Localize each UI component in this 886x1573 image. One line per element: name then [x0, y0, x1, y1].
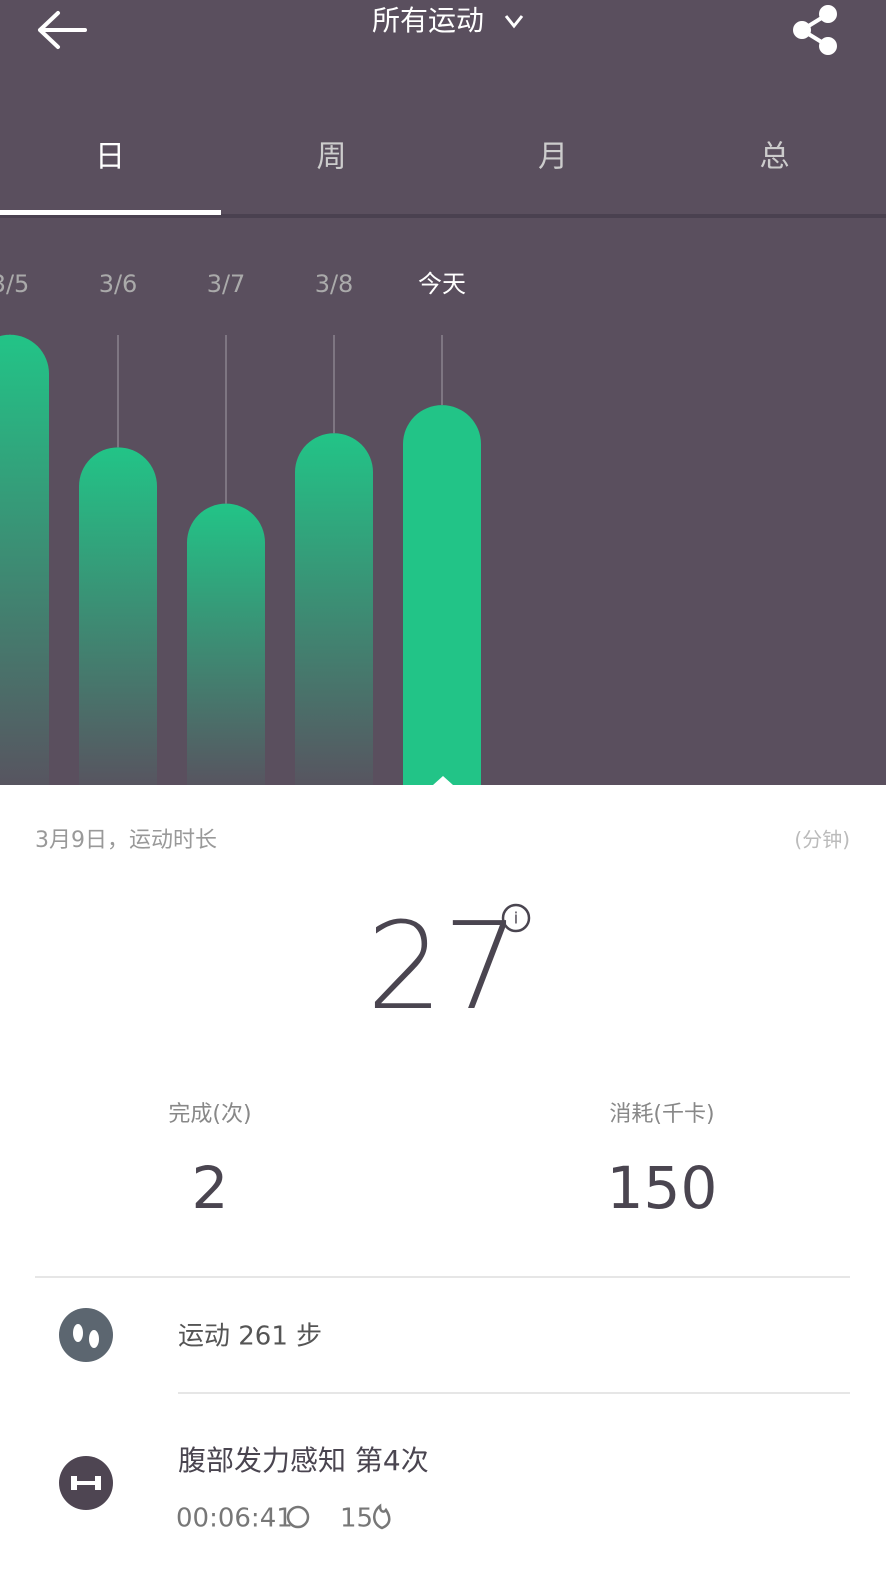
x-tick-label[interactable]: 3/5	[0, 270, 29, 298]
stat-label: 完成(次)	[168, 1102, 251, 1127]
activity-title[interactable]: 腹部发力感知 第4次	[178, 1444, 429, 1477]
back-button[interactable]	[38, 11, 87, 49]
activity-calories: 15	[340, 1504, 373, 1534]
stat-value: 2	[192, 1154, 229, 1222]
bar[interactable]	[295, 433, 373, 785]
page-title[interactable]: 所有运动	[372, 4, 484, 37]
x-tick-label[interactable]: 3/6	[99, 270, 138, 298]
activity-text[interactable]: 运动 261 步	[178, 1322, 322, 1352]
svg-text:i: i	[514, 909, 518, 928]
bar[interactable]	[0, 334, 49, 785]
fire-icon	[373, 1503, 391, 1530]
tab[interactable]: 总	[760, 140, 790, 175]
steps-icon	[59, 1308, 113, 1362]
info-icon[interactable]: i	[501, 903, 531, 933]
x-tick-label[interactable]: 今天	[418, 270, 466, 298]
tab-shadow	[0, 214, 886, 218]
tab[interactable]: 周	[317, 140, 347, 175]
stat-label: 消耗(千卡)	[609, 1102, 714, 1127]
summary-value: 27	[367, 898, 520, 1037]
bar[interactable]	[187, 503, 265, 785]
summary-unit: (分钟)	[794, 828, 850, 852]
tab-indicator	[0, 210, 221, 215]
share-button[interactable]	[793, 5, 837, 55]
clock-icon	[286, 1505, 310, 1529]
workout-icon	[59, 1456, 113, 1510]
summary-label: 3月9日，运动时长	[35, 828, 217, 853]
bar[interactable]	[79, 447, 157, 785]
tab[interactable]: 月	[538, 140, 568, 175]
x-tick-label[interactable]: 3/8	[315, 270, 354, 298]
tab[interactable]: 日	[95, 140, 125, 175]
activity-duration: 00:06:41	[176, 1504, 293, 1534]
x-tick-label[interactable]: 3/7	[207, 270, 246, 298]
bar[interactable]	[403, 405, 481, 785]
stat-value: 150	[607, 1154, 718, 1222]
dropdown-icon[interactable]	[504, 15, 524, 29]
selected-notch	[433, 776, 453, 785]
